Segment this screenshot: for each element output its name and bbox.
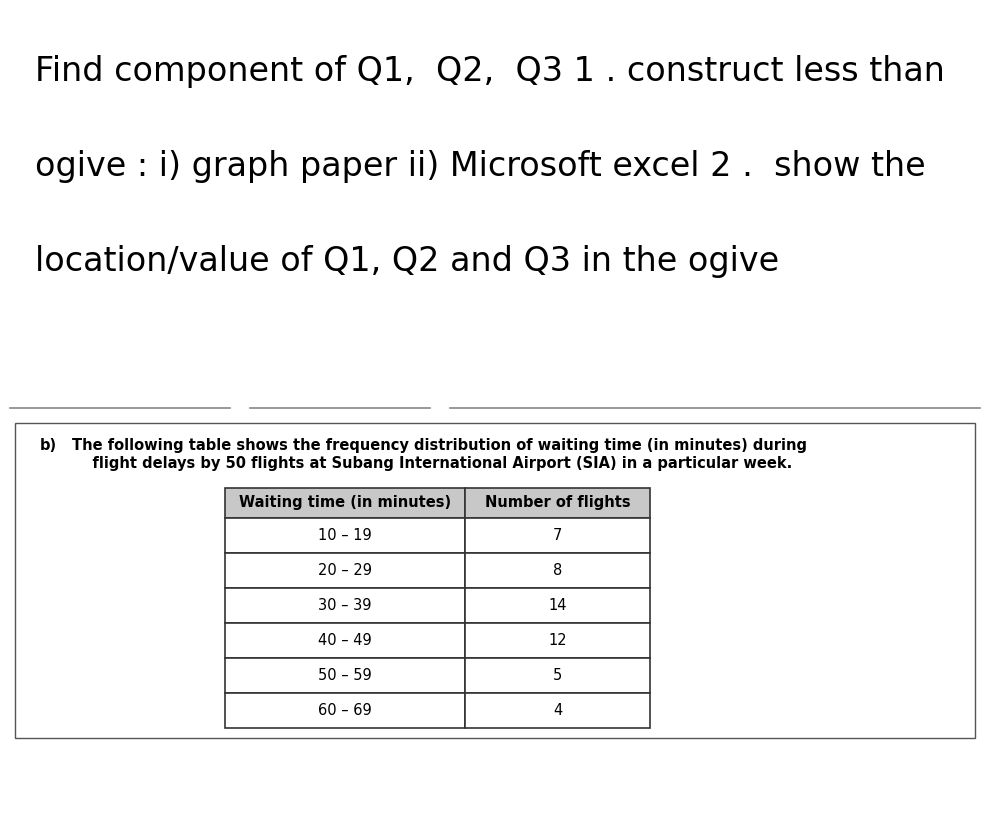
Bar (465, 488, 650, 518)
Text: The following table shows the frequency distribution of waiting time (in minutes: The following table shows the frequency … (72, 438, 807, 453)
Bar (465, 658, 650, 693)
Text: location/value of Q1, Q2 and Q3 in the ogive: location/value of Q1, Q2 and Q3 in the o… (35, 245, 779, 278)
Bar (225, 518, 465, 553)
Bar (225, 658, 465, 693)
Text: flight delays by 50 flights at Subang International Airport (SIA) in a particula: flight delays by 50 flights at Subang In… (72, 456, 792, 471)
Text: 8: 8 (553, 563, 562, 578)
Bar (465, 588, 650, 623)
Text: 4: 4 (553, 703, 562, 718)
Bar (225, 588, 465, 623)
Text: 12: 12 (548, 633, 567, 648)
Bar (225, 693, 465, 728)
Text: Find component of Q1,  Q2,  Q3 1 . construct less than: Find component of Q1, Q2, Q3 1 . constru… (35, 55, 944, 88)
Bar (225, 553, 465, 588)
Text: 5: 5 (553, 668, 562, 683)
Text: 7: 7 (553, 528, 562, 543)
Text: 10 – 19: 10 – 19 (318, 528, 372, 543)
Text: Waiting time (in minutes): Waiting time (in minutes) (239, 495, 451, 510)
Text: ogive : i) graph paper ii) Microsoft excel 2 .  show the: ogive : i) graph paper ii) Microsoft exc… (35, 150, 926, 183)
Text: 40 – 49: 40 – 49 (318, 633, 372, 648)
Text: 20 – 29: 20 – 29 (318, 563, 372, 578)
Text: Number of flights: Number of flights (485, 495, 630, 510)
Bar (465, 553, 650, 588)
Text: 30 – 39: 30 – 39 (318, 598, 372, 613)
Bar (225, 488, 465, 518)
Text: 60 – 69: 60 – 69 (318, 703, 372, 718)
Bar (225, 623, 465, 658)
Bar (465, 623, 650, 658)
Bar (15, 423, 975, 738)
Text: 14: 14 (548, 598, 567, 613)
Bar (465, 693, 650, 728)
Bar (465, 518, 650, 553)
Text: 50 – 59: 50 – 59 (318, 668, 372, 683)
Text: b): b) (40, 438, 57, 453)
